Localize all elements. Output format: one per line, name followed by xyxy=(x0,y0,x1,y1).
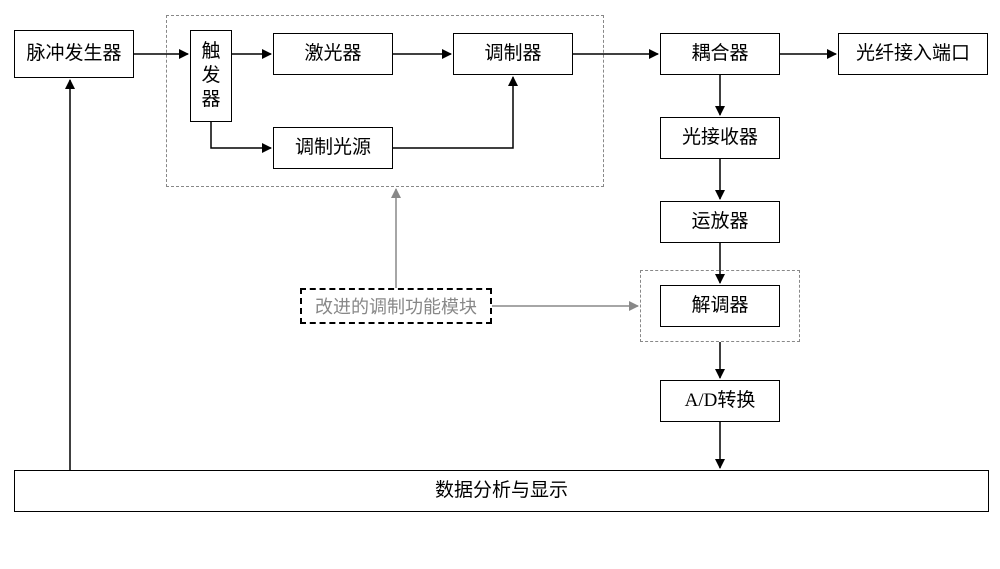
label-ad: A/D转换 xyxy=(685,389,756,413)
label-laser: 激光器 xyxy=(304,42,361,66)
box-coupler: 耦合器 xyxy=(660,33,780,75)
box-optical-rx: 光接收器 xyxy=(660,117,780,159)
box-trigger: 触 发 器 xyxy=(190,30,232,122)
label-modsrc: 调制光源 xyxy=(295,136,371,160)
label-pulse: 脉冲发生器 xyxy=(26,42,121,66)
box-display: 数据分析与显示 xyxy=(14,470,989,512)
box-opamp: 运放器 xyxy=(660,201,780,243)
box-ad-converter: A/D转换 xyxy=(660,380,780,422)
label-opamp: 运放器 xyxy=(691,210,748,234)
label-demod: 解调器 xyxy=(691,294,748,318)
box-demodulator: 解调器 xyxy=(660,285,780,327)
box-pulse-generator: 脉冲发生器 xyxy=(14,30,134,78)
label-display: 数据分析与显示 xyxy=(435,479,568,503)
box-laser: 激光器 xyxy=(273,33,393,75)
label-optrx: 光接收器 xyxy=(682,126,758,150)
label-fiber: 光纤接入端口 xyxy=(856,42,970,66)
box-improved-module: 改进的调制功能模块 xyxy=(300,288,492,324)
box-mod-source: 调制光源 xyxy=(273,127,393,169)
label-improved: 改进的调制功能模块 xyxy=(315,293,477,319)
label-coupler: 耦合器 xyxy=(691,42,748,66)
label-mod: 调制器 xyxy=(484,42,541,66)
box-modulator: 调制器 xyxy=(453,33,573,75)
label-trigger: 触 发 器 xyxy=(201,40,220,111)
box-fiber-port: 光纤接入端口 xyxy=(838,33,988,75)
